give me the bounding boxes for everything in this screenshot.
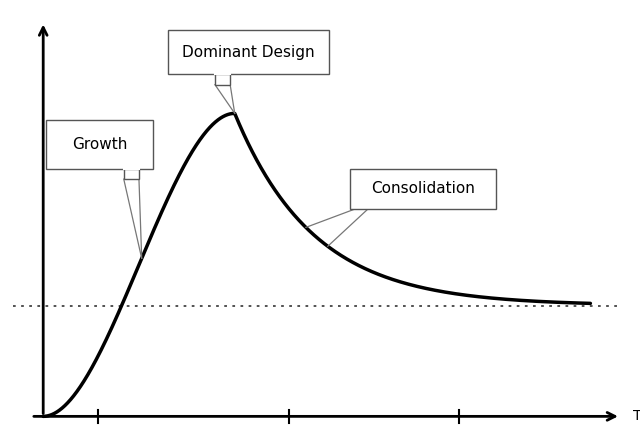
FancyBboxPatch shape bbox=[168, 30, 329, 74]
Text: Consolidation: Consolidation bbox=[371, 181, 475, 196]
Text: Dominant Design: Dominant Design bbox=[182, 45, 315, 60]
FancyBboxPatch shape bbox=[350, 168, 496, 209]
FancyBboxPatch shape bbox=[46, 120, 152, 168]
FancyBboxPatch shape bbox=[124, 168, 139, 179]
Text: Growth: Growth bbox=[72, 137, 127, 152]
Text: Time: Time bbox=[633, 409, 640, 423]
FancyBboxPatch shape bbox=[215, 74, 230, 85]
